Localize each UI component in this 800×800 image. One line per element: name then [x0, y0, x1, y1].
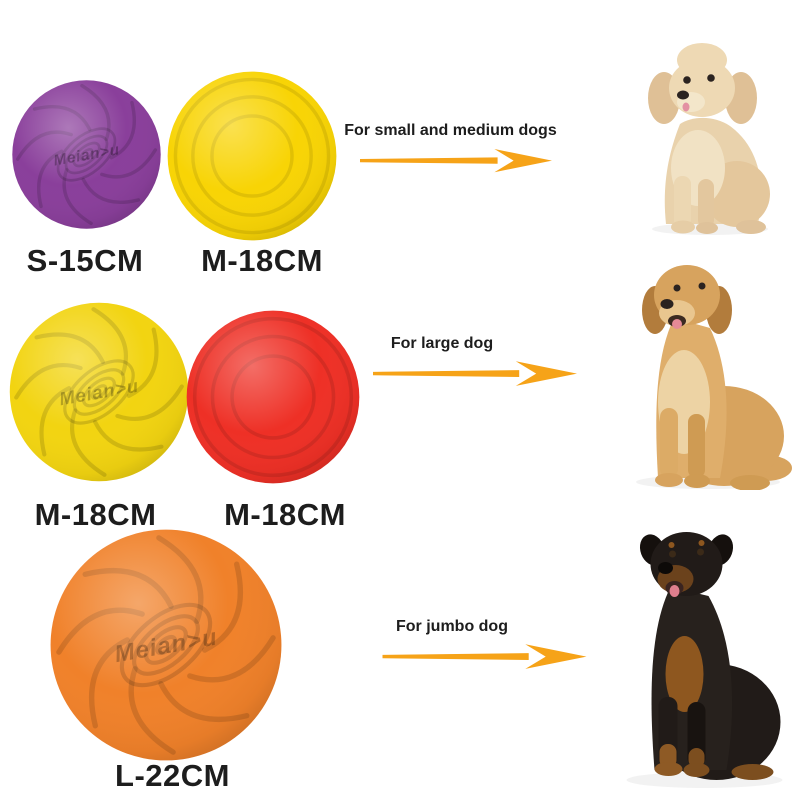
rottweiler-image — [592, 512, 798, 792]
golden-retriever-image — [598, 250, 798, 490]
frisbee-l22-orange: Meian>u — [46, 526, 286, 764]
size-label-m18-row2-right: M-18CM — [224, 497, 346, 532]
caption-small-medium-dogs: For small and medium dogs — [344, 122, 557, 139]
size-label-l22: L-22CM — [115, 758, 230, 793]
size-label-m18-row1: M-18CM — [201, 243, 323, 278]
poodle-image — [610, 36, 790, 236]
frisbee-m18-yellow-rings — [165, 69, 339, 243]
frisbee-m18-yellow-swirl: Meian>u — [7, 299, 191, 485]
arrow-right-icon — [356, 357, 594, 391]
frisbee-s15-purple: Meian>u — [10, 77, 163, 232]
size-label-m18-row2-left: M-18CM — [34, 497, 157, 532]
arrow-right-icon — [345, 145, 567, 177]
caption-large-dog: For large dog — [390, 335, 494, 352]
frisbee-m18-red-rings — [184, 308, 362, 486]
caption-jumbo-dog: For jumbo dog — [396, 618, 508, 635]
size-label-s15: S-15CM — [26, 243, 144, 278]
arrow-right-icon — [366, 640, 603, 674]
